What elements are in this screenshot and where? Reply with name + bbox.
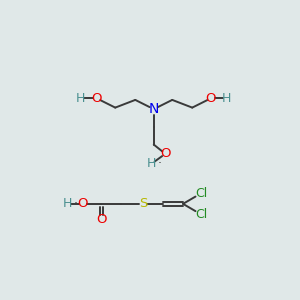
Text: H: H [76, 92, 85, 105]
Text: O: O [96, 213, 106, 226]
Text: ·: · [158, 157, 162, 170]
Text: O: O [92, 92, 102, 105]
Text: Cl: Cl [195, 208, 208, 221]
Text: H: H [147, 157, 156, 170]
Text: S: S [139, 197, 147, 210]
Text: ·: · [214, 92, 218, 105]
Text: ·: · [73, 197, 77, 210]
Text: H: H [222, 92, 232, 105]
Text: N: N [148, 102, 159, 116]
Text: O: O [78, 197, 88, 210]
Text: H: H [63, 197, 72, 210]
Text: Cl: Cl [195, 187, 208, 200]
Text: O: O [206, 92, 216, 105]
Text: O: O [160, 147, 171, 160]
Text: ·: · [87, 92, 91, 105]
